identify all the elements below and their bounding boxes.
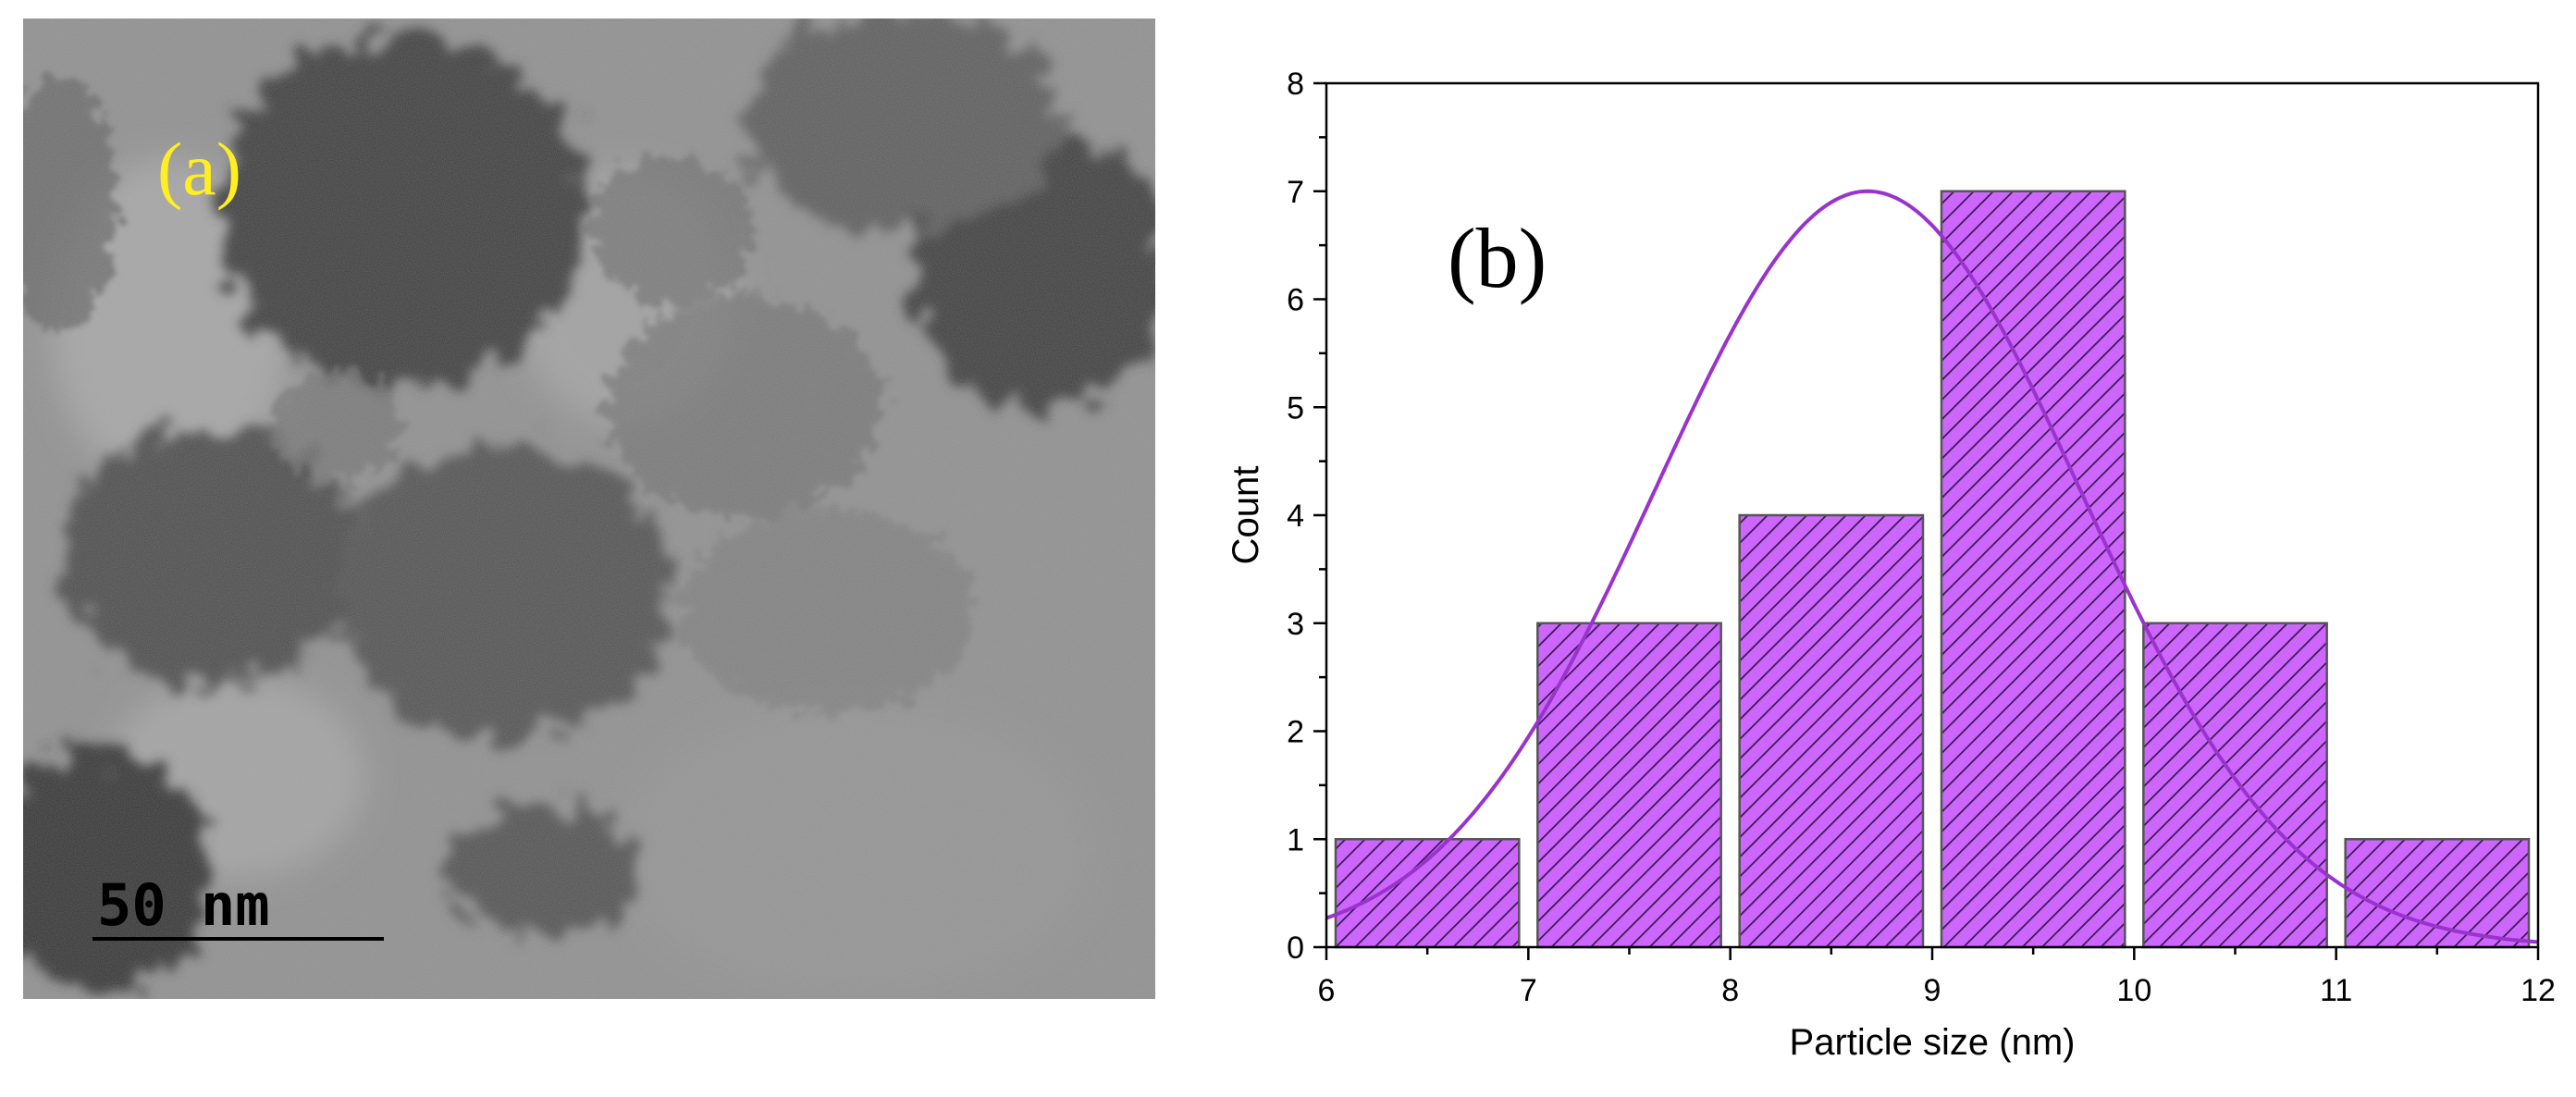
x-tick-label: 12 — [2521, 973, 2556, 1008]
y-tick-label: 1 — [1287, 822, 1304, 857]
y-tick-label: 8 — [1287, 67, 1304, 102]
histogram-bar — [1536, 622, 1722, 949]
y-tick-label: 5 — [1287, 390, 1304, 425]
y-tick-label: 6 — [1287, 283, 1304, 318]
gaussian-fit-curve — [1325, 189, 2539, 944]
panel-label-a: (a) — [157, 127, 241, 211]
y-axis-label: Count — [1226, 466, 1266, 565]
histogram-panel: 6 7 8 9 10 11 12 0 1 2 3 4 5 6 7 8 Particle size (nm) C… — [1202, 0, 2576, 1092]
scale-bar-label: 50 nm — [97, 871, 270, 939]
tem-micrograph-image: 50 nm (a) — [23, 18, 1155, 999]
x-tick-label: 11 — [2320, 973, 2352, 1008]
histogram-bar — [1334, 838, 1521, 949]
x-tick-label: 7 — [1520, 973, 1537, 1008]
histogram-bar — [2142, 622, 2328, 949]
y-tick-label: 3 — [1287, 607, 1304, 642]
x-axis-label: Particle size (nm) — [1790, 1022, 2076, 1063]
x-tick-label: 6 — [1318, 973, 1336, 1008]
histogram-bar — [2344, 838, 2531, 949]
y-tick-label: 2 — [1287, 715, 1304, 750]
histogram-bars — [1334, 190, 2531, 949]
y-tick-label: 0 — [1287, 931, 1304, 966]
tem-micrograph-panel: 50 nm (a) — [23, 18, 1155, 999]
histogram-bar — [1738, 513, 1925, 949]
x-tick-label: 9 — [1924, 973, 1941, 1008]
y-tick-label: 4 — [1287, 499, 1304, 534]
histogram-bar — [1940, 190, 2126, 949]
x-tick-label: 10 — [2116, 973, 2151, 1008]
panel-label-b: (b) — [1448, 211, 1547, 305]
y-tick-label: 7 — [1287, 175, 1304, 210]
x-tick-label: 8 — [1721, 973, 1739, 1008]
